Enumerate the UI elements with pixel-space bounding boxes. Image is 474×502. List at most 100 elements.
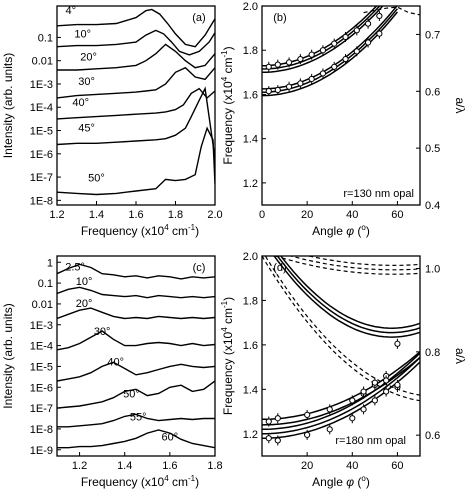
series-line-0 xyxy=(57,8,215,48)
y-tick-label: 0.01 xyxy=(32,299,53,311)
lower-curve-2 xyxy=(262,6,398,90)
panel-d-letter: (d) xyxy=(273,262,286,274)
data-point xyxy=(371,379,378,386)
series-label-6: 50° xyxy=(88,173,105,185)
data-point xyxy=(265,63,272,70)
upper-curve-0 xyxy=(262,6,384,74)
x-tick-label: 2.0 xyxy=(207,209,222,221)
unit: cm xyxy=(169,475,188,489)
data-point xyxy=(353,27,360,34)
data-point xyxy=(265,88,272,95)
panel-b-frame xyxy=(261,5,421,206)
panel-c-letter: (c) xyxy=(193,262,206,274)
phi: φ xyxy=(346,475,354,489)
y-tick-label: 1.2 xyxy=(243,429,258,441)
y2-tick-label: 0.4 xyxy=(425,200,440,212)
unit: cm xyxy=(169,224,188,238)
x-tick-label: 20 xyxy=(301,460,313,472)
data-point xyxy=(326,406,333,413)
end: ) xyxy=(195,475,199,489)
y2-tick-label: 1.0 xyxy=(425,264,440,276)
data-point xyxy=(285,83,293,90)
y-tick-label: 0.1 xyxy=(38,278,53,290)
data-point xyxy=(364,39,372,46)
panel-a-chart: 4° 10° 20° 30° 40° 45° 50° (a) 1.2 1.4 1.6 1.8 2.0 0.… xyxy=(1,5,223,238)
series-label-7: 60° xyxy=(162,431,179,443)
y-tick-label: 1E-3 xyxy=(30,320,53,332)
sup: -1 xyxy=(188,223,196,232)
data-point xyxy=(376,12,383,20)
y2-tick-label: 0.8 xyxy=(425,347,440,359)
sup: -1 xyxy=(220,50,229,58)
series-label-4: 40° xyxy=(107,356,124,368)
x-tick-label: 1.6 xyxy=(162,460,177,472)
y-tick-label: 1E-6 xyxy=(30,382,53,394)
data-point xyxy=(265,418,272,425)
end: ) xyxy=(221,46,235,50)
lower-curve-0 xyxy=(262,361,420,439)
panel-d-series xyxy=(262,256,420,446)
y2-tick-label: 0.6 xyxy=(425,430,440,442)
series-label-5: 50° xyxy=(123,389,140,401)
series-label-3: 30° xyxy=(78,76,95,88)
y-tick-label: 1.2 xyxy=(243,178,258,190)
y2-tick-label: 0.7 xyxy=(425,29,440,41)
end: ) xyxy=(221,297,235,301)
x-tick-label: 1.2 xyxy=(72,460,87,472)
y-tick-label: 1E-4 xyxy=(30,102,53,114)
y-tick-label: 1.6 xyxy=(243,340,258,352)
series-line-2 xyxy=(57,307,215,320)
series-line-6 xyxy=(57,413,215,428)
data-point xyxy=(274,437,281,444)
sup: -1 xyxy=(188,474,196,483)
panel-b-chart: (b) r=130 nm opal 0 20 40 60 1.2 1.4 1.6 1.8 2.0 0.… xyxy=(220,1,467,238)
data-point xyxy=(297,55,304,63)
data-point xyxy=(319,70,327,77)
series-label-6: 55° xyxy=(130,412,147,424)
panel-c-series xyxy=(57,263,215,449)
data-point xyxy=(331,40,338,47)
y-tick-label: 0.1 xyxy=(38,32,53,44)
descending-curve-2 xyxy=(279,256,420,329)
data-point xyxy=(383,377,390,384)
x-tick-label: 0 xyxy=(259,209,265,221)
open: ( xyxy=(354,224,361,238)
y-tick-label: 1E-7 xyxy=(30,172,53,184)
series-label-2: 20° xyxy=(80,52,97,64)
series-label-0: 2.5° xyxy=(65,262,85,274)
data-point xyxy=(304,431,311,438)
y-tick-label: 1.8 xyxy=(243,45,258,57)
data-point xyxy=(308,51,315,58)
dashed-top-0 xyxy=(273,256,420,275)
data-point xyxy=(326,426,333,433)
data-point xyxy=(383,388,390,395)
dashed-desc-0 xyxy=(262,256,420,402)
close: ) xyxy=(366,224,370,238)
y-tick-label: 1.4 xyxy=(243,384,258,396)
series-line-3 xyxy=(57,330,215,351)
descending-curve-0 xyxy=(273,256,420,338)
x-tick-label: 40 xyxy=(346,209,358,221)
y-axis-label: Intensity (arb. units) xyxy=(1,53,15,158)
data-point xyxy=(308,75,315,83)
y-tick-label: 1 xyxy=(47,257,53,269)
data-point xyxy=(331,63,338,70)
data-point xyxy=(360,388,367,395)
series-label-0: 4° xyxy=(66,5,77,17)
x-axis-label: Angle φ (o) xyxy=(312,223,370,238)
sup: 4 xyxy=(164,223,169,232)
y-tick-label: 1E-5 xyxy=(30,126,53,138)
y-axis-label: Intensity (arb. units) xyxy=(1,303,15,408)
deg: o xyxy=(361,223,366,232)
data-point xyxy=(319,47,327,54)
series-label-5: 45° xyxy=(78,123,95,135)
x-tick-label: 40 xyxy=(346,460,358,472)
dashed-top-2 xyxy=(306,256,420,267)
data-point xyxy=(353,48,360,55)
x-tick-label: 1.6 xyxy=(128,209,143,221)
panel-d-frame xyxy=(261,255,421,457)
panel-d-chart: (d) r=180 nm opal 20 40 60 1.2 1.4 1.6 1.8 2.0 0.6… xyxy=(220,251,467,489)
series-label-4: 40° xyxy=(72,97,89,109)
data-point xyxy=(304,411,311,418)
